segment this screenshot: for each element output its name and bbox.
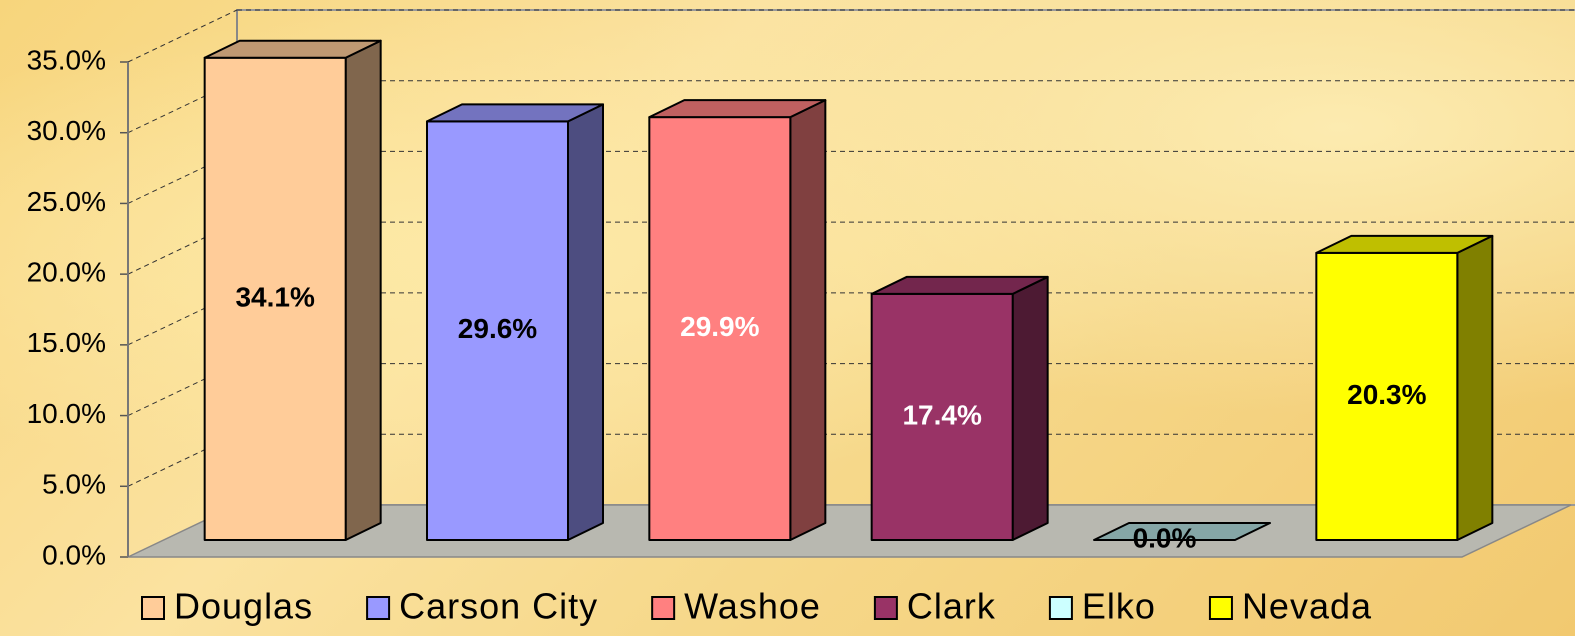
- y-tick-label: 5.0%: [42, 469, 106, 500]
- legend-label: Elko: [1082, 586, 1156, 627]
- legend-swatch: [141, 596, 165, 620]
- bar-side: [1456, 234, 1494, 541]
- bar-side: [789, 99, 827, 541]
- bar: [648, 99, 827, 541]
- y-tick-label: 25.0%: [27, 186, 106, 217]
- legend-swatch: [873, 596, 898, 620]
- bar: [203, 39, 382, 541]
- y-tick-label: 0.0%: [42, 539, 106, 570]
- bar-side: [1011, 275, 1049, 541]
- legend-swatch: [651, 596, 676, 620]
- y-tick-label: 15.0%: [27, 327, 106, 358]
- bar-top: [1315, 234, 1494, 254]
- bar: [870, 275, 1049, 541]
- grid-line: [127, 9, 238, 63]
- y-tick-label: 35.0%: [27, 44, 106, 75]
- data-label: 29.9%: [680, 311, 759, 342]
- legend-label: Washoe: [684, 586, 821, 627]
- bar-top: [203, 39, 382, 59]
- data-label: 0.0%: [1133, 522, 1197, 553]
- y-tick-label: 30.0%: [27, 115, 106, 146]
- legend-swatch: [1048, 596, 1073, 620]
- legend-label: Nevada: [1242, 586, 1372, 627]
- bar: [426, 103, 604, 541]
- bar: [1315, 234, 1494, 541]
- bar-top: [870, 275, 1049, 295]
- legend-swatch: [366, 596, 391, 620]
- data-label: 34.1%: [235, 281, 314, 312]
- data-label: 29.6%: [458, 313, 537, 344]
- data-label: 17.4%: [902, 399, 981, 430]
- bar-side: [567, 103, 604, 541]
- bar-top: [426, 103, 604, 123]
- bar-top: [1093, 522, 1271, 541]
- legend-label: Douglas: [174, 586, 313, 627]
- legend-label: Carson City: [399, 586, 598, 627]
- legend-label: Clark: [907, 586, 996, 627]
- y-tick-label: 10.0%: [27, 398, 106, 429]
- data-label: 20.3%: [1347, 379, 1426, 410]
- bar-top: [648, 99, 827, 119]
- legend-swatch: [1208, 596, 1233, 620]
- bar-side: [344, 39, 382, 541]
- y-tick-label: 20.0%: [27, 257, 106, 288]
- bar: [1093, 522, 1271, 541]
